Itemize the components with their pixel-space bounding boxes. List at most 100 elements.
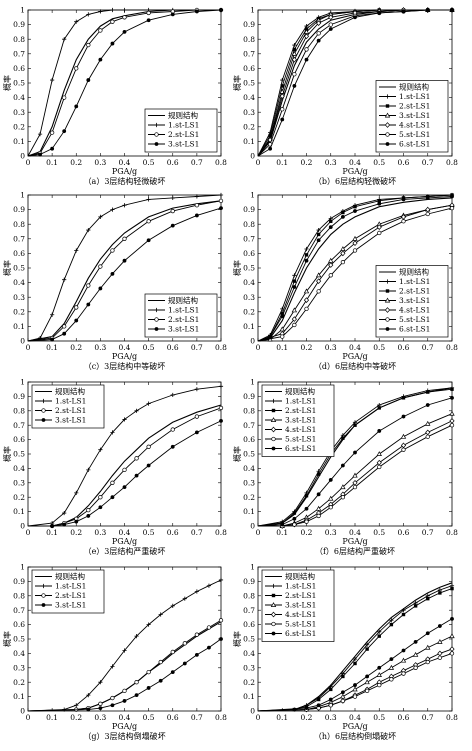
x-tick-label: 0 [256, 158, 261, 167]
y-tick-label: 0.8 [13, 35, 25, 44]
legend-label: 6.st-LS1 [285, 444, 316, 453]
x-tick-label: 0.1 [276, 713, 288, 722]
data-point [365, 674, 370, 679]
data-point [62, 324, 67, 329]
data-point [86, 42, 91, 48]
data-point [110, 495, 115, 500]
data-point [329, 219, 333, 223]
data-point [268, 146, 273, 151]
legend-label: 4.st-LS1 [285, 425, 316, 434]
legend-marker [154, 317, 159, 322]
panel-caption: （c）3层结构中等破坏 [84, 361, 166, 371]
x-tick-label: 0.6 [167, 528, 179, 537]
y-tick-label: 1 [20, 191, 25, 200]
series-line [257, 388, 453, 527]
legend-marker [271, 408, 276, 413]
data-point [437, 650, 443, 657]
data-point [62, 522, 67, 527]
legend-label: 4.st-LS1 [399, 306, 430, 315]
data-point [352, 657, 358, 662]
data-point [134, 456, 139, 461]
y-tick-label: 0.9 [13, 205, 25, 214]
data-point [401, 671, 406, 676]
series-line [257, 204, 453, 342]
x-tick-label: 0.2 [301, 528, 313, 537]
legend-label: 3.st-LS1 [55, 416, 86, 425]
x-tick-label: 0.3 [94, 343, 106, 352]
legend-label: 规则结构 [55, 571, 85, 581]
legend-marker [41, 583, 46, 589]
data-point [425, 211, 430, 217]
legend-marker [270, 417, 277, 422]
y-tick-label: 0.5 [13, 635, 25, 644]
series-3 [257, 633, 455, 712]
y-tick-label: 0.8 [243, 220, 255, 229]
y-tick-label: 0.5 [243, 450, 255, 459]
data-point [341, 436, 345, 440]
data-point [364, 679, 370, 685]
data-point [413, 604, 418, 608]
data-point [365, 642, 370, 647]
data-point [304, 246, 309, 252]
legend-marker [154, 122, 159, 128]
y-axis-label: 概率 [2, 631, 12, 647]
y-tick-label: 0.2 [243, 678, 255, 687]
data-point [401, 648, 406, 653]
data-point [218, 192, 224, 198]
x-tick-label: 0 [256, 713, 261, 722]
legend-marker [385, 289, 390, 293]
y-tick-label: 0 [250, 522, 255, 531]
y-tick-label: 0.1 [13, 507, 25, 516]
data-point [218, 198, 224, 203]
legend-marker [384, 307, 391, 313]
data-point [316, 513, 321, 519]
data-point [401, 447, 406, 452]
y-tick-label: 0.5 [243, 635, 255, 644]
data-point [328, 14, 334, 21]
data-point [316, 289, 321, 294]
data-point [303, 33, 310, 40]
legend-marker [41, 398, 46, 404]
y-tick-label: 0.9 [243, 392, 255, 401]
x-tick-label: 0.1 [46, 158, 58, 167]
x-tick-label: 0.1 [276, 343, 288, 352]
x-tick-label: 0.8 [215, 158, 227, 167]
y-tick-label: 0.6 [13, 620, 25, 629]
legend-label: 2.st-LS1 [168, 130, 199, 139]
data-point [352, 240, 358, 246]
data-point [62, 129, 67, 134]
y-tick-label: 0.4 [243, 93, 255, 102]
data-point [37, 132, 43, 137]
y-tick-label: 0.4 [243, 464, 255, 473]
legend-label: 规则结构 [285, 386, 315, 396]
data-point [449, 418, 455, 424]
data-point [268, 334, 273, 339]
legend-label: 1.st-LS1 [168, 121, 199, 130]
series-line [257, 9, 452, 157]
y-tick-label: 1 [20, 563, 25, 572]
y-tick-label: 0.6 [13, 435, 25, 444]
data-point [425, 429, 431, 436]
data-point [449, 646, 455, 652]
x-tick-label: 0.5 [373, 158, 385, 167]
data-point [352, 235, 358, 241]
data-point [219, 206, 223, 211]
x-tick-label: 0.8 [446, 713, 458, 722]
data-point [170, 444, 175, 449]
y-tick-label: 0 [250, 707, 255, 716]
x-tick-label: 0.2 [301, 713, 313, 722]
data-point [50, 337, 55, 342]
data-point [280, 311, 284, 315]
y-tick-label: 0.1 [243, 322, 255, 331]
panel-caption: （g）3层结构倒塌破坏 [83, 731, 165, 741]
data-point [110, 695, 115, 701]
data-point [280, 522, 285, 527]
data-point [74, 703, 79, 708]
legend-label: 5.st-LS1 [285, 435, 316, 444]
data-point [377, 634, 381, 638]
x-axis-label: PGA/g [112, 167, 137, 176]
data-point [304, 706, 309, 711]
legend-label: 规则结构 [399, 82, 429, 92]
chart-panel: 0 0.1 0.2 0.3 0.4 0.5 0.6 0.7 0.8 0 0.1 0.2 0.3 0.4 0.… [2, 563, 227, 741]
data-point [292, 42, 297, 48]
